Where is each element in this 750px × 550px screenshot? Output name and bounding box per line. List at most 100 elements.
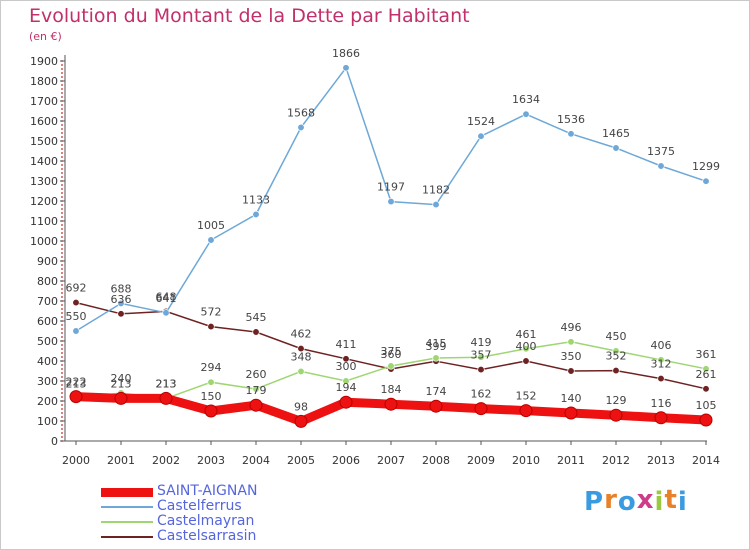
y-minor-tick [61, 172, 63, 174]
data-label: 116 [651, 397, 672, 410]
data-point [657, 162, 665, 170]
data-label: 1197 [377, 181, 405, 194]
data-point [387, 362, 395, 370]
y-minor-tick [61, 296, 63, 298]
y-minor-tick [61, 396, 63, 398]
y-minor-tick [61, 76, 63, 78]
data-point [159, 391, 173, 405]
y-minor-tick [61, 404, 63, 406]
data-point [522, 357, 530, 365]
legend-label: Castelmayran [157, 513, 255, 529]
data-point [342, 355, 350, 363]
data-label: 360 [381, 348, 402, 361]
y-tick-label: 900 [37, 255, 58, 268]
data-label: 150 [201, 390, 222, 403]
data-label: 496 [561, 321, 582, 334]
x-tick-label: 2009 [467, 454, 495, 467]
legend-swatch [101, 506, 153, 508]
y-tick-label: 1400 [30, 155, 58, 168]
data-point [294, 414, 308, 428]
data-point [297, 344, 305, 353]
data-point [612, 347, 620, 355]
x-tick-label: 2010 [512, 454, 540, 467]
y-tick-label: 1100 [30, 215, 58, 228]
data-label: 1465 [602, 127, 630, 140]
chart-title: Evolution du Montant de la Dette par Hab… [29, 5, 470, 27]
data-label: 174 [426, 385, 447, 398]
legend-label: SAINT-AIGNAN [157, 483, 258, 499]
logo-letter: P [584, 487, 605, 517]
data-point [522, 345, 530, 353]
chart-subtitle: (en €) [29, 30, 62, 43]
data-label: 1634 [512, 93, 540, 106]
y-tick-label: 300 [37, 375, 58, 388]
proxiti-logo: Proxiti [584, 485, 688, 517]
data-label: 1536 [557, 113, 585, 126]
data-point [609, 408, 623, 422]
data-label: 348 [291, 350, 312, 363]
y-tick-label: 1800 [30, 75, 58, 88]
data-point [477, 353, 485, 361]
y-minor-tick [61, 336, 63, 338]
data-point [252, 210, 260, 219]
y-minor-tick [61, 192, 63, 194]
data-label: 194 [336, 381, 357, 394]
y-minor-tick [61, 388, 63, 390]
y-minor-tick [61, 328, 63, 330]
data-label: 1005 [197, 219, 225, 232]
y-tick-label: 1500 [30, 135, 58, 148]
data-point [432, 200, 440, 209]
data-point [297, 367, 305, 376]
data-point [72, 298, 80, 307]
data-point [117, 310, 125, 318]
x-tick-label: 2005 [287, 454, 315, 467]
data-point [207, 236, 215, 244]
x-tick-label: 2007 [377, 454, 405, 467]
data-label: 648 [156, 290, 177, 303]
y-tick-label: 400 [37, 355, 58, 368]
y-minor-tick [61, 376, 63, 378]
data-label: 162 [471, 388, 492, 401]
data-label: 261 [696, 368, 717, 381]
x-tick-label: 2003 [197, 454, 225, 467]
y-minor-tick [61, 436, 63, 438]
y-minor-tick [61, 424, 63, 426]
y-minor-tick [61, 276, 63, 278]
data-label: 375 [381, 345, 402, 358]
y-minor-tick [61, 184, 63, 186]
y-minor-tick [61, 252, 63, 254]
y-tick-label: 1600 [30, 115, 58, 128]
data-point [72, 327, 80, 335]
y-tick-label: 600 [37, 315, 58, 328]
data-label: 550 [66, 310, 87, 323]
data-point [657, 356, 665, 364]
data-label: 213 [156, 377, 177, 390]
data-point [432, 354, 440, 362]
legend-swatch [101, 536, 153, 538]
y-minor-tick [61, 372, 63, 374]
data-label: 400 [516, 340, 537, 353]
y-tick-label: 1300 [30, 175, 58, 188]
y-minor-tick [61, 92, 63, 94]
y-minor-tick [61, 244, 63, 246]
data-point [342, 377, 350, 385]
y-minor-tick [61, 168, 63, 170]
y-minor-tick [61, 364, 63, 366]
y-tick-label: 1000 [30, 235, 58, 248]
data-point [477, 132, 485, 140]
y-minor-tick [61, 392, 63, 394]
data-label: 461 [516, 328, 537, 341]
y-tick-label: 500 [37, 335, 58, 348]
y-minor-tick [61, 264, 63, 266]
data-point [477, 365, 485, 374]
x-tick-label: 2001 [107, 454, 135, 467]
y-minor-tick [61, 164, 63, 166]
y-minor-tick [61, 84, 63, 86]
y-minor-tick [61, 288, 63, 290]
data-point [702, 365, 710, 373]
data-label: 179 [246, 384, 267, 397]
data-point [207, 322, 215, 331]
data-label: 260 [246, 368, 267, 381]
data-point [342, 64, 350, 72]
